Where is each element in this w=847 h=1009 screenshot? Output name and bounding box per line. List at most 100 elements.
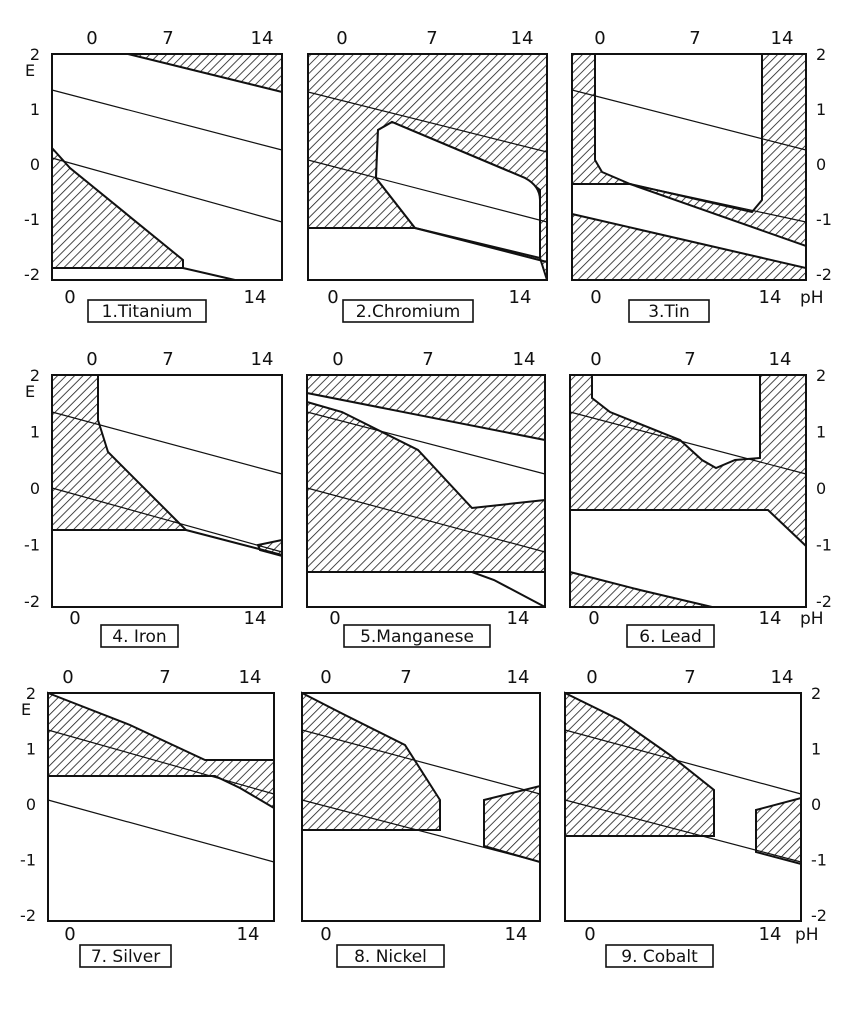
caption-box: [628, 299, 710, 323]
e-tick-label: 0: [816, 479, 826, 498]
panel-caption: 3.Tin: [648, 302, 690, 322]
bottom-tick-label: 0: [327, 287, 338, 308]
panel-nickel: [301, 691, 541, 922]
caption-box: [336, 944, 445, 968]
water-line-upper: [564, 729, 802, 795]
e-tick-label: -1: [816, 536, 832, 555]
bottom-tick-label: 0: [64, 287, 75, 308]
top-tick-label: 7: [159, 667, 170, 688]
e-tick-label: -2: [816, 265, 832, 284]
e-tick-label: 1: [811, 740, 821, 759]
top-tick-label: 14: [507, 667, 530, 688]
caption-box: [87, 299, 207, 323]
top-tick-label: 14: [771, 667, 794, 688]
top-tick-label: 7: [162, 28, 173, 49]
e-tick-label: 2: [30, 366, 40, 385]
e-tick-label: 0: [816, 155, 826, 174]
bottom-tick-label: 0: [584, 924, 595, 945]
panel-caption: 9. Cobalt: [621, 947, 698, 967]
top-tick-label: 0: [86, 28, 97, 49]
caption-box: [343, 624, 491, 648]
e-axis-label: E: [25, 61, 35, 80]
water-line-upper: [51, 411, 283, 475]
top-tick-label: 7: [684, 667, 695, 688]
caption-box: [626, 624, 715, 648]
top-tick-label: 0: [586, 667, 597, 688]
panel-caption: 2.Chromium: [356, 302, 461, 322]
e-tick-label: 0: [26, 795, 36, 814]
caption-box: [79, 944, 172, 968]
water-line-upper: [306, 411, 546, 475]
e-tick-label: -1: [816, 210, 832, 229]
e-tick-label: 1: [816, 100, 826, 119]
top-tick-label: 14: [771, 28, 794, 49]
e-tick-label: 2: [816, 45, 826, 64]
e-tick-label: 2: [26, 684, 36, 703]
bottom-tick-label: 14: [509, 287, 532, 308]
water-line-upper: [307, 91, 548, 153]
hatched-region: [755, 796, 802, 866]
panel-caption: 7. Silver: [91, 947, 160, 967]
top-tick-label: 7: [689, 28, 700, 49]
e-tick-label: -2: [20, 906, 36, 925]
top-tick-label: 0: [594, 28, 605, 49]
panel-titanium: [51, 53, 283, 281]
e-tick-label: 2: [816, 366, 826, 385]
water-line-lower: [306, 487, 546, 553]
e-tick-label: 0: [30, 479, 40, 498]
panel-manganese: [306, 374, 546, 608]
water-line-lower: [47, 799, 275, 863]
e-tick-label: 2: [811, 684, 821, 703]
top-tick-label: 14: [513, 349, 536, 370]
panel-tin: [571, 53, 807, 281]
caption-box: [100, 624, 179, 648]
water-line-lower: [629, 183, 807, 223]
bottom-tick-label: 0: [64, 924, 75, 945]
e-tick-label: -2: [811, 906, 827, 925]
water-line-lower: [307, 159, 548, 223]
e-tick-label: 2: [30, 45, 40, 64]
panel-iron: [51, 374, 283, 608]
top-tick-label: 14: [769, 349, 792, 370]
bottom-tick-label: 0: [329, 608, 340, 629]
bottom-tick-label: 14: [237, 924, 260, 945]
e-tick-label: -2: [24, 592, 40, 611]
e-tick-label: 1: [30, 100, 40, 119]
e-tick-label: 1: [26, 740, 36, 759]
bottom-tick-label: 14: [507, 608, 530, 629]
water-line-lower: [51, 157, 283, 223]
top-tick-label: 0: [86, 349, 97, 370]
water-line-lower: [564, 799, 802, 863]
ph-axis-label: pH: [795, 925, 819, 945]
bottom-tick-label: 0: [588, 608, 599, 629]
e-tick-label: -2: [816, 592, 832, 611]
e-axis-label: E: [25, 382, 35, 401]
bottom-tick-label: 14: [759, 608, 782, 629]
top-tick-label: 0: [62, 667, 73, 688]
water-line-lower: [767, 509, 807, 547]
axis-and-caption-labels: 0 7 14 0 14 2 1 0 -1 -2 E 1.Titanium 0 7 14 0 14 2.Chromi…: [20, 28, 832, 968]
bottom-tick-label: 14: [244, 608, 267, 629]
panel-caption: 6. Lead: [639, 627, 701, 647]
bottom-tick-label: 14: [505, 924, 528, 945]
e-tick-label: -1: [24, 210, 40, 229]
e-tick-label: -1: [24, 536, 40, 555]
top-tick-label: 0: [320, 667, 331, 688]
top-tick-label: 14: [239, 667, 262, 688]
water-line-upper: [569, 411, 807, 475]
ph-axis-label: pH: [800, 288, 824, 308]
top-tick-label: 7: [400, 667, 411, 688]
water-line-upper: [301, 729, 541, 795]
top-tick-label: 7: [422, 349, 433, 370]
e-axis-label: E: [21, 700, 31, 719]
e-tick-label: -1: [811, 851, 827, 870]
bottom-tick-label: 14: [759, 924, 782, 945]
top-tick-label: 7: [426, 28, 437, 49]
bottom-tick-label: 0: [590, 287, 601, 308]
water-line-upper: [47, 729, 275, 795]
water-line-lower: [51, 487, 283, 553]
caption-box: [342, 299, 474, 323]
panel-caption: 5.Manganese: [360, 627, 474, 647]
water-line-upper: [51, 89, 283, 151]
